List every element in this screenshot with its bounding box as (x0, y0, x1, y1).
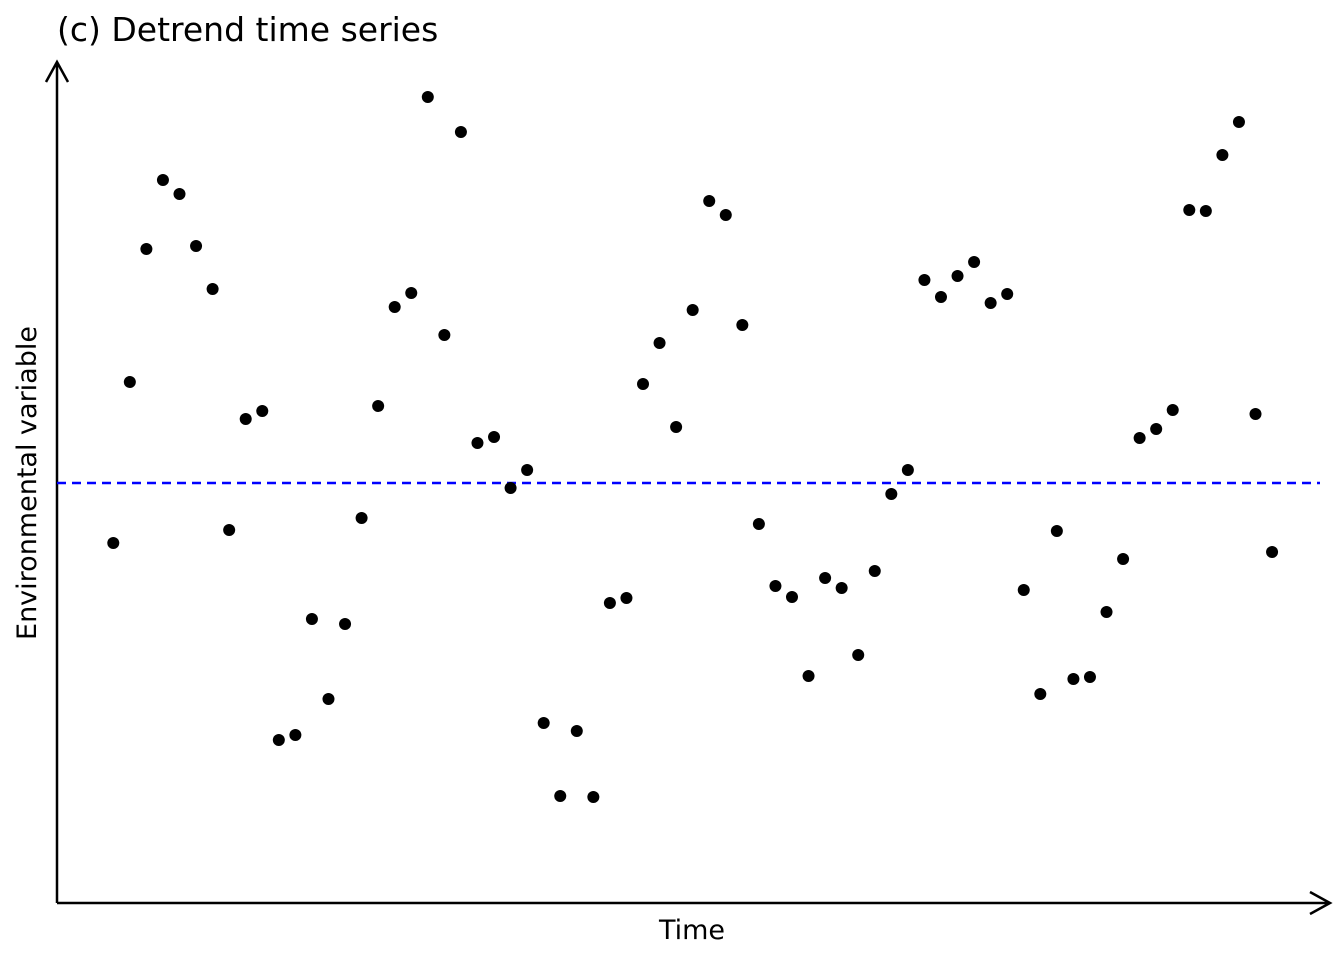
point (454, 126, 467, 138)
point (438, 329, 451, 341)
point (686, 304, 699, 316)
point (637, 378, 650, 390)
point (951, 270, 964, 282)
point (554, 790, 567, 802)
point (1050, 525, 1063, 537)
axes (44, 59, 1333, 916)
point (421, 91, 434, 103)
point (968, 256, 981, 268)
point (372, 400, 385, 412)
point (785, 591, 798, 603)
point (769, 580, 782, 592)
point (388, 301, 401, 313)
point (1117, 553, 1130, 565)
y-axis-label: Environmental variable (12, 326, 43, 640)
point (1100, 606, 1113, 618)
point (1249, 408, 1262, 420)
point (521, 464, 534, 476)
point (322, 693, 335, 705)
point (190, 240, 203, 252)
point (1067, 673, 1080, 685)
point (1216, 149, 1229, 161)
point (934, 291, 947, 303)
point (802, 670, 815, 682)
point (984, 297, 997, 309)
point (1232, 116, 1245, 128)
point (918, 274, 931, 286)
point (305, 613, 318, 625)
point (206, 283, 219, 295)
point (1166, 404, 1179, 416)
point (289, 729, 302, 741)
point (1017, 584, 1030, 596)
point (256, 405, 269, 417)
point (670, 421, 683, 433)
point (819, 572, 832, 584)
point (1083, 671, 1096, 683)
point (1034, 688, 1047, 700)
point (123, 376, 136, 388)
point (405, 287, 418, 299)
point (272, 734, 285, 746)
point (1133, 432, 1146, 444)
point (107, 537, 120, 549)
point (901, 464, 914, 476)
point (1001, 288, 1014, 300)
point (1199, 205, 1212, 217)
point (885, 488, 898, 500)
point (736, 319, 749, 331)
point (719, 209, 732, 221)
x-axis-arrow (57, 890, 1333, 916)
point (852, 649, 865, 661)
point (339, 618, 352, 630)
point (1266, 546, 1279, 558)
point (868, 565, 881, 577)
point (488, 431, 501, 443)
point (173, 188, 186, 200)
point (835, 582, 848, 594)
point (156, 174, 169, 186)
point (223, 524, 236, 536)
point (239, 413, 252, 425)
point (703, 195, 716, 207)
point (752, 518, 765, 530)
point (620, 592, 633, 604)
x-axis-label: Time (658, 915, 725, 946)
point (1150, 423, 1163, 435)
point (653, 337, 666, 349)
point (570, 725, 583, 737)
point (140, 243, 153, 255)
point (355, 512, 368, 524)
point (1183, 204, 1196, 216)
point (504, 482, 517, 494)
point (471, 437, 484, 449)
point (537, 717, 550, 729)
point (603, 597, 616, 609)
chart-title: (c) Detrend time series (57, 10, 438, 49)
point (587, 791, 600, 803)
